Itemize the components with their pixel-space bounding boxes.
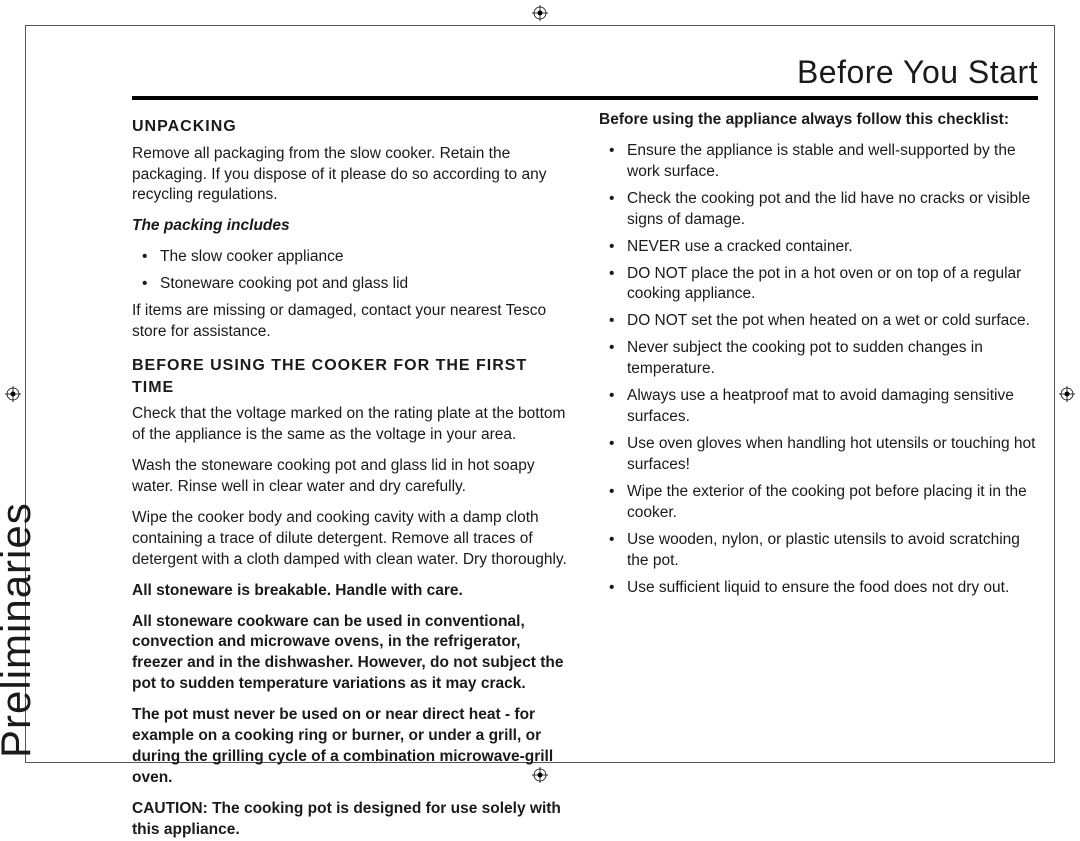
header-rule: [132, 96, 1038, 100]
caution-line: CAUTION: The cooking pot is designed for…: [132, 799, 571, 841]
list-item: Check the cooking pot and the lid have n…: [599, 189, 1038, 231]
first-time-p5: All stoneware cookware can be used in co…: [132, 612, 571, 696]
checklist: Ensure the appliance is stable and well-…: [599, 141, 1038, 599]
registration-mark-right: [1059, 386, 1075, 402]
list-item: Ensure the appliance is stable and well-…: [599, 141, 1038, 183]
registration-mark-left: [5, 386, 21, 402]
unpacking-intro: Remove all packaging from the slow cooke…: [132, 144, 571, 207]
list-item: The slow cooker appliance: [132, 247, 571, 268]
heading-first-time: BEFORE USING THE COOKER FOR THE FIRST TI…: [132, 355, 571, 398]
first-time-p6: The pot must never be used on or near di…: [132, 705, 571, 789]
list-item: Stoneware cooking pot and glass lid: [132, 274, 571, 295]
list-item: Never subject the cooking pot to sudden …: [599, 338, 1038, 380]
list-item: Use oven gloves when handling hot utensi…: [599, 434, 1038, 476]
list-item: Use wooden, nylon, or plastic utensils t…: [599, 530, 1038, 572]
first-time-p1: Check that the voltage marked on the rat…: [132, 404, 571, 446]
list-item: DO NOT place the pot in a hot oven or on…: [599, 264, 1038, 306]
first-time-p3: Wipe the cooker body and cooking cavity …: [132, 508, 571, 571]
packing-includes-label: The packing includes: [132, 216, 571, 237]
page-title: Before You Start: [797, 54, 1038, 91]
list-item: Use sufficient liquid to ensure the food…: [599, 578, 1038, 599]
checklist-heading: Before using the appliance always follow…: [599, 110, 1038, 131]
list-item: NEVER use a cracked container.: [599, 237, 1038, 258]
caution-label: CAUTION:: [132, 800, 208, 817]
list-item: Always use a heatproof mat to avoid dama…: [599, 386, 1038, 428]
left-column: UNPACKING Remove all packaging from the …: [132, 110, 571, 748]
section-tab-label: Preliminaries: [0, 502, 40, 758]
packing-list: The slow cooker appliance Stoneware cook…: [132, 247, 571, 295]
missing-items-text: If items are missing or damaged, contact…: [132, 301, 571, 343]
registration-mark-top: [532, 5, 548, 21]
right-column: Before using the appliance always follow…: [599, 110, 1038, 748]
list-item: DO NOT set the pot when heated on a wet …: [599, 311, 1038, 332]
first-time-p2: Wash the stoneware cooking pot and glass…: [132, 456, 571, 498]
first-time-p4: All stoneware is breakable. Handle with …: [132, 581, 571, 602]
list-item: Wipe the exterior of the cooking pot bef…: [599, 482, 1038, 524]
heading-unpacking: UNPACKING: [132, 116, 571, 138]
content-area: UNPACKING Remove all packaging from the …: [132, 110, 1038, 748]
